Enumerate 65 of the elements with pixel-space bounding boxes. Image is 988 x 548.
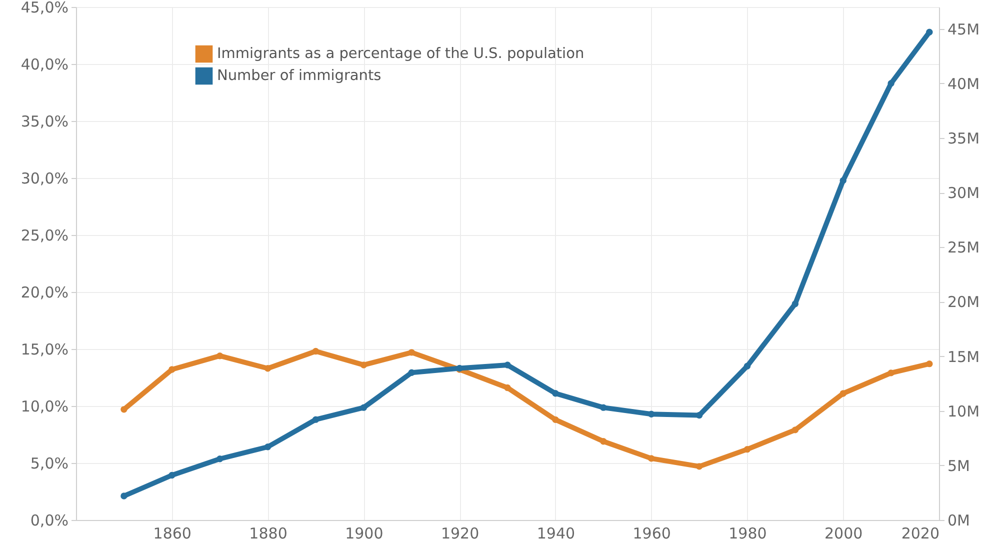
y-tick-label: 30,0% [20,170,68,188]
x-tick-label: 1980 [728,524,767,542]
x-tick-label: 2000 [824,524,863,542]
y-tick-label: 5,0% [30,454,68,472]
y2-tick-label: 15M [948,348,980,366]
point [216,352,224,360]
y-tick-label: 0,0% [30,512,68,530]
y2-tick-label: 35M [948,129,980,148]
point [120,492,128,500]
point [744,362,751,370]
point [792,300,799,308]
point [504,362,511,368]
x-tick-label: 1920 [440,524,480,542]
point [264,444,272,450]
y-tick-label: 25,0% [20,226,68,244]
y-tick-label: 15,0% [20,340,68,358]
x-tick-label: 2020 [901,524,940,542]
y-tick-label: 45,0% [20,0,68,16]
point [216,456,224,462]
point [408,369,415,376]
point [696,463,703,470]
y-tick-label: 20,0% [20,284,68,302]
point [888,370,894,376]
point [312,348,320,355]
point [312,416,320,423]
point [744,446,751,453]
point [600,404,607,411]
y2-tick-label: 0M [948,512,970,530]
point [168,366,176,373]
y2-tick-label: 25M [948,238,980,257]
point [648,410,655,418]
x-tick-label: 1960 [632,524,671,542]
x-tick-label: 1860 [153,524,192,542]
y-tick-label: 40,0% [20,56,68,74]
point [696,412,703,419]
point [408,349,415,356]
y2-tick-label: 5M [948,456,970,475]
y2-tick-label: 40M [948,74,980,93]
point [840,177,846,184]
point [264,365,272,372]
point [600,438,607,445]
point [504,384,511,392]
point [360,362,368,368]
y-tick-label: 10,0% [20,398,68,416]
point [888,80,894,87]
point [840,390,846,397]
point [360,404,368,411]
y-tick-label: 35,0% [20,112,68,130]
point [552,390,559,397]
y2-tick-label: 30M [948,184,980,202]
point [648,455,655,462]
x-tick-label: 1880 [249,524,288,542]
point [168,472,176,479]
x-tick-label: 1940 [536,524,576,542]
y2-tick-label: 45M [948,20,980,38]
legend-label: Immigrants as a percentage of the U.S. population [217,46,584,62]
point [792,426,799,434]
point [120,406,128,413]
point [552,416,559,424]
legend-label: Number of immigrants [217,68,382,84]
point [926,360,933,368]
point [926,28,933,36]
y2-tick-label: 10M [948,402,980,420]
y2-tick-label: 20M [948,293,980,312]
x-tick-label: 1900 [345,524,384,542]
